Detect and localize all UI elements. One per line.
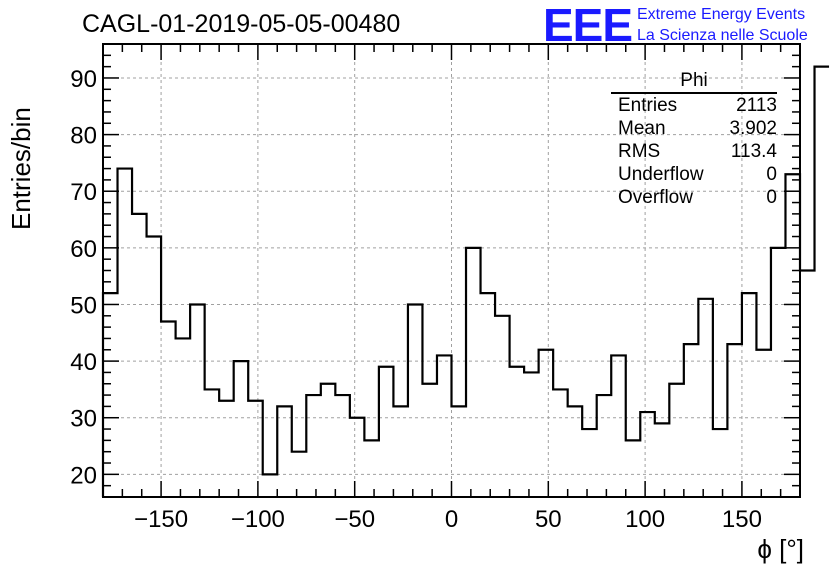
histogram-bin <box>481 293 496 497</box>
y-tick-label: 30 <box>70 406 97 433</box>
histogram-bin <box>393 406 408 497</box>
x-tick-label: −50 <box>334 506 375 533</box>
histogram-bin <box>655 423 670 497</box>
histogram-bin <box>727 344 742 497</box>
stats-label: Mean <box>618 118 666 139</box>
stats-row-underflow: Underflow 0 <box>611 163 777 186</box>
stats-row-mean: Mean 3.902 <box>611 117 777 140</box>
histogram-bin <box>626 440 641 497</box>
histogram-bin <box>219 401 234 497</box>
y-tick-label: 40 <box>70 349 97 376</box>
histogram-bin <box>597 395 612 497</box>
histogram-bin <box>147 237 162 497</box>
histogram-bin <box>292 452 307 497</box>
histogram-bin <box>713 429 728 497</box>
y-tick-label: 60 <box>70 236 97 263</box>
stats-label: Overflow <box>618 187 693 208</box>
histogram-bin <box>350 418 365 497</box>
eee-logo: EEE <box>543 0 633 51</box>
histogram-bin <box>277 406 292 497</box>
histogram-bin <box>335 395 350 497</box>
stats-value: 0 <box>766 187 777 208</box>
histogram-bin <box>176 338 191 497</box>
x-tick-label: −150 <box>134 506 188 533</box>
histogram-bin <box>118 169 133 497</box>
histogram-bin <box>510 367 525 497</box>
histogram-bin <box>539 350 554 497</box>
stats-row-rms: RMS 113.4 <box>611 140 777 163</box>
histogram-bin <box>495 316 510 497</box>
histogram-bin <box>611 355 626 497</box>
histogram-bin <box>132 214 147 497</box>
x-axis-label: ϕ [°] <box>757 534 804 564</box>
histogram-bin <box>466 248 481 497</box>
x-tick-label: −100 <box>231 506 285 533</box>
histogram-bin <box>815 67 830 497</box>
logo-line-1: Extreme Energy Events <box>637 6 806 23</box>
stats-value: 2113 <box>736 95 777 116</box>
histogram-bin <box>785 174 800 497</box>
histogram-bin <box>263 474 278 497</box>
histogram-bin <box>582 429 597 497</box>
stats-label: RMS <box>618 141 661 162</box>
histogram-bin <box>771 248 786 497</box>
x-tick-label: 50 <box>535 506 562 533</box>
histogram-bin <box>568 406 583 497</box>
y-tick-label: 80 <box>70 123 97 150</box>
stats-title: Phi <box>611 70 777 94</box>
histogram-bin <box>408 304 423 497</box>
histogram-bin <box>684 344 699 497</box>
stats-value: 3.902 <box>729 118 777 139</box>
histogram-bin <box>524 372 539 497</box>
histogram-bin <box>553 389 568 497</box>
stats-box: Phi Entries 2113 Mean 3.902 RMS 113.4 Un… <box>611 70 777 209</box>
histogram-bin <box>321 384 336 497</box>
histogram-bin <box>205 389 220 497</box>
y-tick-label: 20 <box>70 462 97 489</box>
histogram-bin <box>379 367 394 497</box>
stats-value: 113.4 <box>730 141 777 162</box>
stats-value: 0 <box>766 164 777 185</box>
stats-row-overflow: Overflow 0 <box>611 186 777 209</box>
histogram-bin <box>161 321 176 497</box>
chart-title: CAGL-01-2019-05-05-00480 <box>82 10 401 38</box>
histogram-bin <box>800 271 815 498</box>
histogram-bin <box>452 406 467 497</box>
stats-row-entries: Entries 2113 <box>611 94 777 117</box>
histogram-bin <box>640 412 655 497</box>
stats-label: Underflow <box>618 164 704 185</box>
x-tick-label: 100 <box>625 506 665 533</box>
histogram-bin <box>306 395 321 497</box>
logo-caption: Extreme Energy Events La Scienza nelle S… <box>637 4 808 46</box>
histogram-bin <box>742 293 757 497</box>
y-tick-label: 90 <box>70 66 97 93</box>
y-tick-label: 50 <box>70 292 97 319</box>
x-tick-label: 150 <box>722 506 762 533</box>
y-axis-label: Entries/bin <box>6 107 36 260</box>
stats-label: Entries <box>618 95 678 116</box>
y-tick-label: 70 <box>70 179 97 206</box>
histogram-bin <box>364 440 379 497</box>
x-tick-label: 0 <box>445 506 458 533</box>
histogram-series <box>101 65 830 497</box>
histogram-bin <box>756 350 771 497</box>
histogram-bin <box>698 299 713 497</box>
y-axis-label-text: Entries/bin <box>6 107 36 230</box>
histogram-bin <box>234 361 249 497</box>
histogram-bin <box>437 355 452 497</box>
histogram-bin <box>248 401 263 497</box>
histogram-bin <box>669 384 684 497</box>
histogram-bin <box>190 304 205 497</box>
logo-line-2: La Scienza nelle Scuole <box>637 27 808 44</box>
histogram-bin <box>422 384 437 497</box>
